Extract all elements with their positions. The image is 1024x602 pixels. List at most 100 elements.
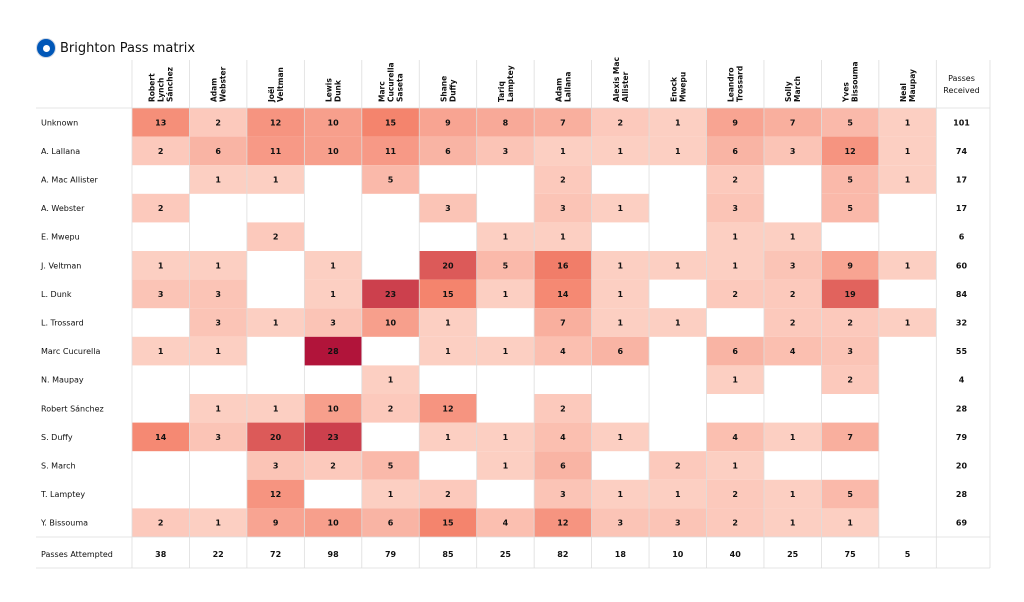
row-label: Marc Cucurella: [41, 347, 100, 356]
passes-attempted-value: 25: [787, 550, 799, 559]
heatmap-cell: [361, 451, 420, 480]
heatmap-cell: [649, 308, 707, 337]
heatmap-cell: [132, 279, 190, 309]
heatmap-cell: [476, 451, 535, 480]
cell-value-label: 2: [158, 204, 164, 213]
column-header-label: Mwepu: [678, 72, 687, 102]
heatmap-cell: [304, 108, 362, 137]
heatmap-cell: [189, 394, 247, 423]
cell-value-label: 7: [560, 319, 566, 328]
heatmap-cell: [821, 365, 879, 394]
heatmap-cell: [591, 479, 650, 509]
cell-value-label: 6: [732, 147, 738, 156]
cell-value-label: 16: [557, 261, 569, 270]
passes-attempted-value: 38: [155, 550, 167, 559]
cell-value-label: 2: [388, 404, 394, 413]
column-header-label: Alexis Mac: [612, 57, 621, 102]
cell-value-label: 10: [385, 319, 397, 328]
heatmap-cell: [534, 193, 592, 223]
heatmap-cell: [189, 165, 247, 194]
cell-value-label: 1: [215, 261, 221, 270]
cell-value-label: 1: [273, 176, 279, 185]
cell-value-label: 1: [388, 490, 394, 499]
cell-value-label: 11: [270, 147, 282, 156]
cell-value-label: 10: [328, 519, 340, 528]
heatmap-cell: [763, 479, 822, 509]
passes-attempted-value: 18: [615, 550, 627, 559]
heatmap-cell: [821, 136, 879, 166]
cell-value-label: 20: [442, 261, 454, 270]
cell-value-label: 5: [847, 118, 853, 127]
column-header-label: Cucurella: [387, 62, 396, 102]
cell-value-label: 3: [215, 319, 221, 328]
heatmap-cell: [419, 279, 477, 309]
heatmap-cell: [821, 508, 879, 537]
row-label: A. Lallana: [41, 147, 80, 156]
heatmap-cell: [534, 136, 592, 166]
heatmap-cell: [763, 336, 822, 366]
heatmap-cell: [246, 422, 305, 452]
heatmap-cell: [534, 336, 592, 366]
cell-value-label: 2: [790, 290, 796, 299]
cell-value-label: 6: [732, 347, 738, 356]
cell-value-label: 2: [732, 290, 738, 299]
heatmap-cell: [706, 108, 764, 137]
heatmap-cell: [649, 136, 707, 166]
cell-value-label: 28: [328, 347, 340, 356]
cell-value-label: 1: [445, 319, 451, 328]
heatmap-cell: [476, 251, 535, 280]
chart-title-bar: Brighton Pass matrix: [36, 38, 195, 58]
passes-received-value: 17: [956, 176, 967, 185]
heatmap-cell: [246, 136, 305, 166]
row-label: Unknown: [41, 118, 78, 127]
row-label: J. Veltman: [40, 261, 81, 270]
heatmap-cell: [821, 422, 879, 452]
column-header-label: Tariq: [497, 81, 506, 102]
cell-value-label: 1: [675, 319, 681, 328]
heatmap-cell: [361, 136, 420, 166]
cell-value-label: 14: [557, 290, 569, 299]
heatmap-cell: [878, 308, 937, 337]
cell-value-label: 4: [732, 433, 738, 442]
heatmap-cell: [189, 108, 247, 137]
passes-attempted-value: 98: [328, 550, 340, 559]
column-header-label: Marc: [378, 81, 387, 102]
row-label: Robert Sánchez: [41, 404, 104, 413]
cell-value-label: 3: [560, 204, 566, 213]
row-label: L. Trossard: [41, 319, 84, 328]
cell-value-label: 1: [158, 261, 164, 270]
column-header-label: Joël: [267, 86, 276, 103]
cell-value-label: 1: [330, 290, 336, 299]
heatmap-cell: [534, 279, 592, 309]
heatmap-cell: [419, 108, 477, 137]
heatmap-cell: [821, 336, 879, 366]
heatmap-cell: [361, 108, 420, 137]
cell-value-label: 3: [675, 519, 681, 528]
heatmap-cell: [649, 451, 707, 480]
cell-value-label: 1: [905, 261, 911, 270]
cell-value-label: 2: [847, 376, 853, 385]
column-header-label: Lewis: [325, 78, 334, 102]
cell-value-label: 2: [732, 176, 738, 185]
heatmap-cell: [246, 394, 305, 423]
cell-value-label: 3: [618, 519, 624, 528]
heatmap-cell: [763, 108, 822, 137]
heatmap-cell: [246, 108, 305, 137]
cell-value-label: 10: [328, 404, 340, 413]
cell-value-label: 5: [847, 204, 853, 213]
passes-attempted-label: Passes Attempted: [41, 550, 113, 559]
cell-value-label: 2: [847, 319, 853, 328]
cell-value-label: 1: [790, 519, 796, 528]
heatmap-cell: [304, 136, 362, 166]
cell-value-label: 4: [503, 519, 509, 528]
heatmap-cell: [649, 508, 707, 537]
cell-value-label: 12: [270, 490, 281, 499]
heatmap-cell: [419, 308, 477, 337]
passes-received-value: 101: [953, 118, 970, 127]
heatmap-cell: [304, 279, 362, 309]
cell-value-label: 1: [215, 176, 221, 185]
cell-value-label: 23: [328, 433, 339, 442]
column-header-label: Trossard: [736, 66, 745, 102]
cell-value-label: 3: [215, 433, 221, 442]
